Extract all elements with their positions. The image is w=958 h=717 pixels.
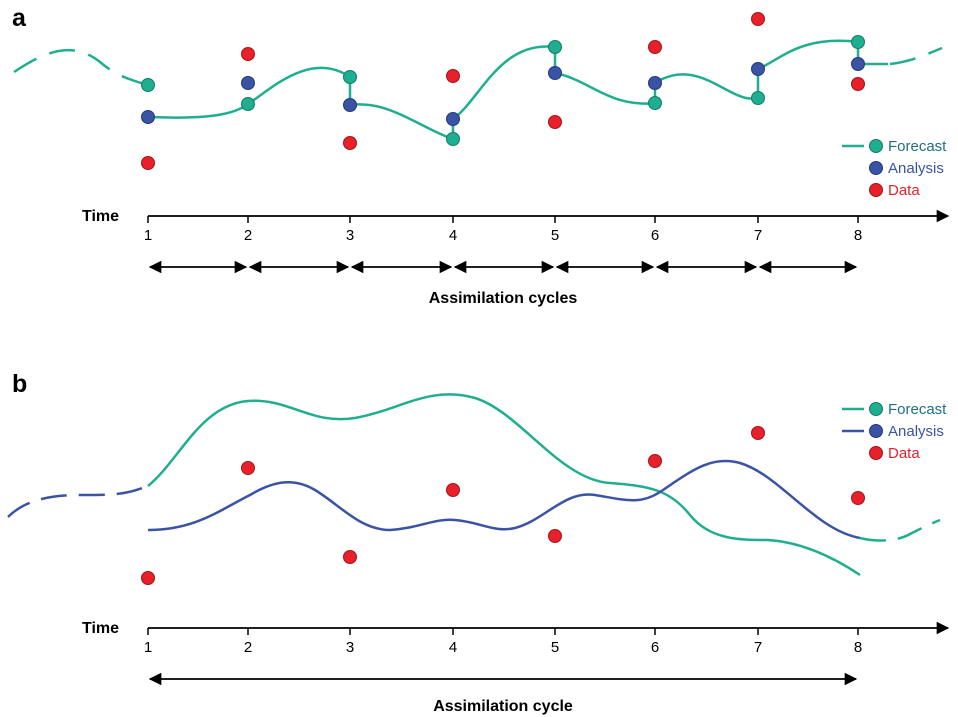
tick-label: 7 [754, 639, 762, 656]
panel-a-time-axis: Time 1 2 3 4 5 6 7 8 [82, 208, 950, 244]
panel-b-forecast-tail-dashed [859, 518, 941, 542]
legend-forecast-label: Forecast [888, 401, 947, 418]
legend-forecast-marker [869, 402, 883, 416]
panel-b-forecast-curve [147, 393, 861, 577]
tick-label: 5 [551, 227, 559, 244]
panel-b-ticks: 1 2 3 4 5 6 7 8 [144, 628, 862, 656]
legend-data-label: Data [888, 445, 920, 462]
panel-b-time-label: Time [82, 620, 119, 637]
legend-data-label: Data [888, 182, 920, 199]
panel-a-forecast-lead-dashed [13, 48, 149, 87]
panel-a-analysis-point [751, 62, 765, 76]
panel-a-data-point [751, 12, 765, 26]
tick-label: 5 [551, 639, 559, 656]
tick-label: 4 [449, 639, 457, 656]
panel-a-forecast-tail-dashed [889, 46, 943, 66]
panel-b-data-point [343, 550, 357, 564]
panel-a-letter: a [12, 4, 27, 32]
panel-a-analysis-point [241, 76, 255, 90]
panel-a-forecast-point [141, 78, 155, 92]
legend-forecast-label: Forecast [888, 138, 947, 155]
legend-data-marker [869, 446, 883, 460]
legend-analysis-marker [869, 424, 883, 438]
panel-a-forecast-point [446, 132, 460, 146]
panel-a-forecast-point [648, 96, 662, 110]
panel-b: b Forecast Analysis [7, 370, 950, 715]
panel-a-legend: Forecast Analysis Data [842, 138, 947, 199]
legend-analysis-label: Analysis [888, 423, 944, 440]
tick-label: 4 [449, 227, 457, 244]
tick-label: 3 [346, 639, 354, 656]
panel-a-data-point [851, 77, 865, 91]
tick-label: 3 [346, 227, 354, 244]
panel-a-analysis-point [343, 98, 357, 112]
panel-b-legend: Forecast Analysis Data [842, 401, 947, 462]
panel-a-data-point [343, 136, 357, 150]
tick-label: 8 [854, 227, 862, 244]
panel-a-forecast-point [343, 70, 357, 84]
panel-b-data-point [241, 461, 255, 475]
tick-label: 6 [651, 639, 659, 656]
legend-forecast-marker [869, 139, 883, 153]
panel-a-forecast-point [751, 91, 765, 105]
panel-a-forecast-point [851, 35, 865, 49]
panel-b-data-point [851, 491, 865, 505]
panel-a-trajectory-curve [147, 39, 888, 141]
panel-b-points [141, 426, 865, 585]
panel-a: a [12, 4, 950, 307]
tick-label: 2 [244, 639, 252, 656]
tick-label: 6 [651, 227, 659, 244]
legend-data-marker [869, 183, 883, 197]
panel-b-data-point [141, 571, 155, 585]
panel-a-analysis-point [851, 57, 865, 71]
tick-label: 8 [854, 639, 862, 656]
panel-b-cycles-label: Assimilation cycle [433, 698, 573, 715]
legend-analysis-marker [869, 161, 883, 175]
panel-a-data-point [141, 156, 155, 170]
panel-b-analysis-curve [147, 459, 861, 540]
panel-a-analysis-point [446, 112, 460, 126]
tick-label: 1 [144, 639, 152, 656]
panel-a-data-point [548, 115, 562, 129]
panel-a-analysis-point [648, 76, 662, 90]
panel-a-analysis-point [548, 66, 562, 80]
panel-a-data-point [446, 69, 460, 83]
panel-a-analysis-point [141, 110, 155, 124]
tick-label: 2 [244, 227, 252, 244]
panel-b-data-point [548, 529, 562, 543]
panel-b-data-point [751, 426, 765, 440]
panel-b-data-point [648, 454, 662, 468]
panel-b-time-axis: Time 1 2 3 4 5 6 7 8 [82, 620, 950, 656]
panel-a-forecast-point [548, 40, 562, 54]
panel-a-data-point [241, 47, 255, 61]
panel-a-forecast-point [241, 97, 255, 111]
panel-b-analysis-lead-dashed [7, 485, 146, 518]
tick-label: 1 [144, 227, 152, 244]
panel-b-letter: b [12, 370, 27, 398]
panel-a-ticks: 1 2 3 4 5 6 7 8 [144, 216, 862, 244]
panel-b-data-point [446, 483, 460, 497]
tick-label: 7 [754, 227, 762, 244]
panel-a-data-point [648, 40, 662, 54]
panel-a-points [141, 12, 865, 170]
panel-a-time-label: Time [82, 208, 119, 225]
panel-a-cycles-label: Assimilation cycles [429, 290, 578, 307]
legend-analysis-label: Analysis [888, 160, 944, 177]
